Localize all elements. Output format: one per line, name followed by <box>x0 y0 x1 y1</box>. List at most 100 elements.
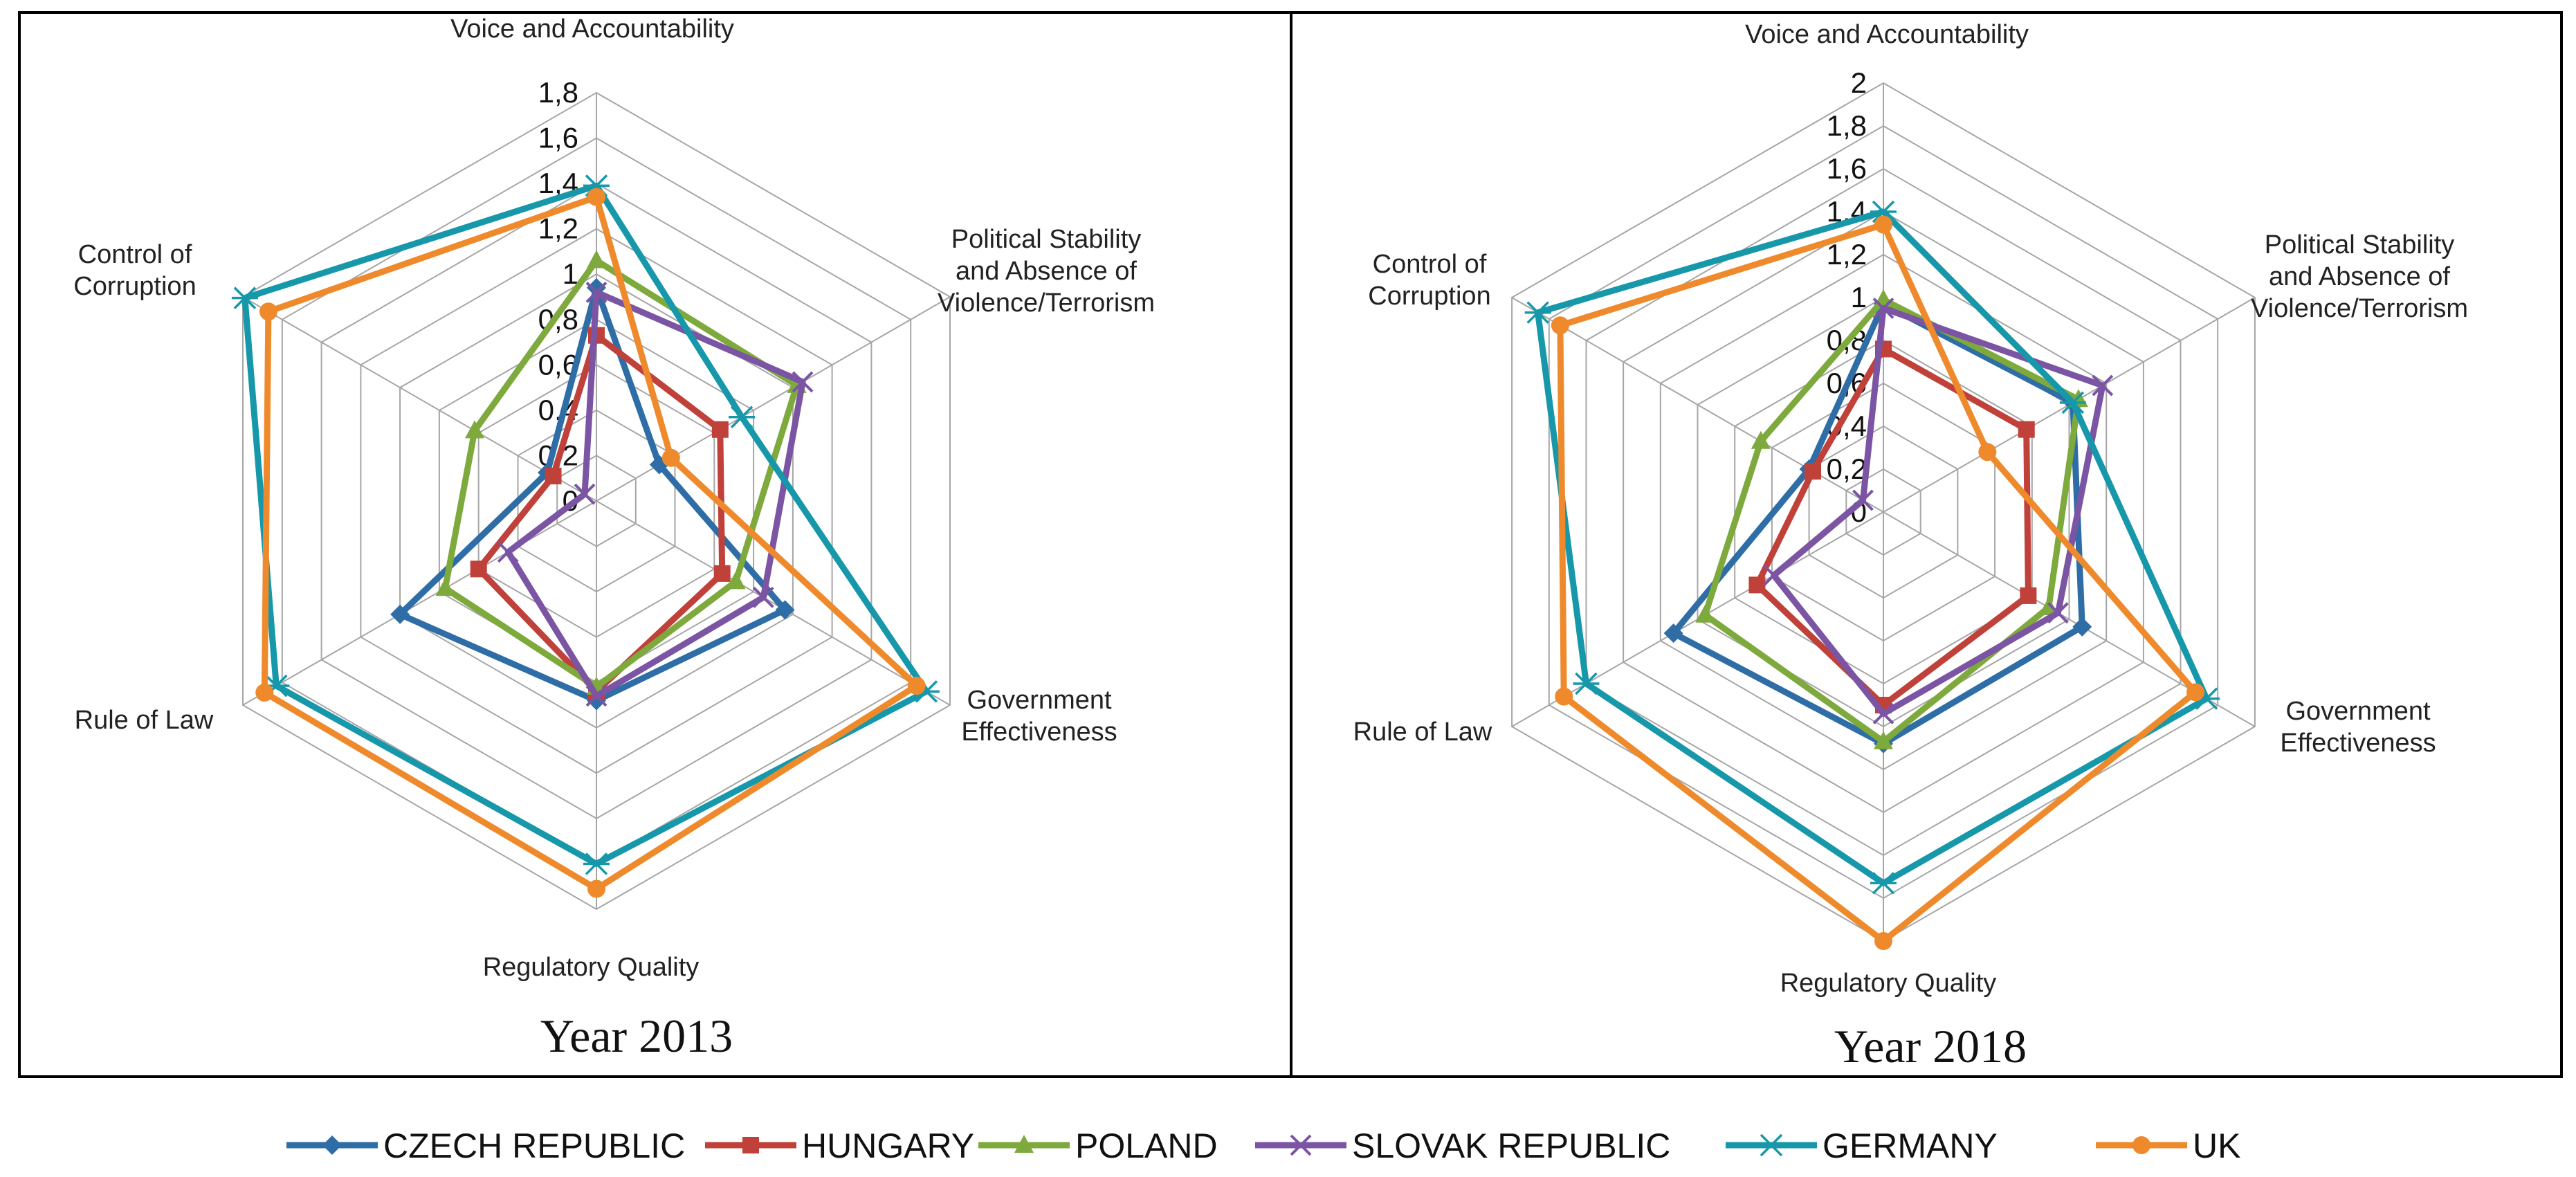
data-point-germany <box>1870 200 1897 223</box>
data-point-slovak-republic <box>792 371 814 393</box>
data-point-slovak-republic <box>497 541 519 563</box>
data-point-germany <box>729 405 756 428</box>
axis-label-control-of-corruption: Control of Corruption <box>73 240 196 301</box>
data-point-slovak-republic <box>1872 298 1894 319</box>
series-slovak-republic <box>1763 298 2114 724</box>
data-point-uk <box>1874 215 1892 234</box>
axis-labels: Voice and Accountability Political Stabil… <box>1353 20 2468 998</box>
series-line-hungary <box>475 332 726 695</box>
panel-2013-title: Year 2013 <box>540 1010 733 1062</box>
legend-item-poland: POLAND <box>978 1126 1218 1165</box>
data-point-slovak-republic <box>2047 602 2069 624</box>
data-point-poland <box>1874 289 1893 308</box>
data-point-slovak-republic <box>1852 489 1874 511</box>
data-point-poland <box>435 578 455 596</box>
axis-label-voice-and-accountability: Voice and Accountability <box>450 15 734 44</box>
radar-grid <box>242 91 951 911</box>
legend-marker-czech-republic <box>322 1135 342 1155</box>
series-uk <box>1551 215 2205 950</box>
tick-label: 1 <box>1851 281 1867 313</box>
tick-label: 0,2 <box>1827 453 1867 485</box>
chart-legend: CZECH REPUBLIC HUNGARY POLAND SLOVAK REPUBL… <box>286 1126 2240 1165</box>
data-point-germany <box>231 286 258 309</box>
data-point-slovak-republic <box>585 685 608 707</box>
legend-label-uk: UK <box>2193 1126 2240 1165</box>
data-point-uk <box>1551 316 1569 335</box>
legend-item-germany: GERMANY <box>1726 1126 1998 1165</box>
data-point-uk <box>255 683 274 702</box>
tick-label: 1,8 <box>1827 109 1867 142</box>
data-point-germany <box>583 852 610 875</box>
data-point-hungary <box>2020 587 2037 604</box>
panel-2018-title: Year 2018 <box>1834 1020 2027 1073</box>
data-point-uk <box>587 188 605 206</box>
data-point-poland <box>1751 430 1771 449</box>
tick-label: 2 <box>1851 66 1867 99</box>
legend-label-czech-republic: CZECH REPUBLIC <box>383 1126 685 1165</box>
data-point-czech-republic <box>1663 623 1683 644</box>
data-point-uk <box>1874 932 1892 950</box>
legend-marker-uk <box>2132 1136 2150 1154</box>
legend-item-slovak-republic: SLOVAK REPUBLIC <box>1255 1126 1670 1165</box>
tick-label: 1,6 <box>538 122 578 154</box>
data-point-uk <box>907 677 926 695</box>
data-point-czech-republic <box>2072 617 2092 637</box>
legend-item-uk: UK <box>2096 1126 2240 1165</box>
data-point-germany <box>1524 301 1551 324</box>
axis-label-voice-and-accountability: Voice and Accountability <box>1745 20 2029 49</box>
legend-label-slovak-republic: SLOVAK REPUBLIC <box>1352 1126 1670 1165</box>
tick-label: 1 <box>563 257 578 290</box>
axis-label-government-effectiveness: Government Effectiveness <box>2280 697 2436 758</box>
axis-labels: Voice and Accountability Political Stabil… <box>73 15 1155 982</box>
data-point-hungary <box>2018 421 2035 438</box>
legend-label-hungary: HUNGARY <box>802 1126 974 1165</box>
data-point-uk <box>1555 687 1573 706</box>
axis-label-political-stability-and-absence-of-violence-terrorism: Political Stability and Absence of Violenc… <box>938 225 1155 318</box>
data-point-poland <box>1695 604 1715 623</box>
data-point-uk <box>259 302 277 321</box>
data-point-uk <box>2186 683 2205 702</box>
legend-label-germany: GERMANY <box>1823 1126 1998 1165</box>
axis-label-control-of-corruption: Control of Corruption <box>1368 250 1490 311</box>
data-point-hungary <box>470 560 487 578</box>
series-line-poland <box>1701 296 2082 745</box>
data-point-slovak-republic <box>752 586 774 608</box>
series-hungary <box>1748 340 2037 713</box>
data-point-uk <box>587 879 605 898</box>
axis-spoke <box>242 500 597 706</box>
legend-item-czech-republic: CZECH REPUBLIC <box>286 1126 685 1165</box>
axis-spoke <box>242 296 597 502</box>
axis-label-rule-of-law: Rule of Law <box>75 706 214 735</box>
data-point-poland <box>1874 731 1893 749</box>
data-point-germany <box>1573 672 1600 695</box>
series-germany <box>231 174 940 875</box>
legend-item-hungary: HUNGARY <box>705 1126 974 1165</box>
data-point-poland <box>726 571 746 590</box>
panel-2018-frame <box>1290 11 2563 1078</box>
data-point-poland <box>587 250 606 268</box>
axis-label-political-stability-and-absence-of-violence-terrorism: Political Stability and Absence of Violenc… <box>2251 230 2468 323</box>
data-point-germany <box>2059 391 2086 414</box>
series-slovak-republic <box>497 282 814 707</box>
radial-tick-labels: 00,20,40,60,811,21,41,61,82 <box>1827 66 1867 528</box>
legend-label-poland: POLAND <box>1075 1126 1218 1165</box>
data-point-slovak-republic <box>574 483 596 505</box>
legend-marker-hungary <box>742 1137 759 1153</box>
data-point-poland <box>2038 596 2058 615</box>
data-point-czech-republic <box>775 600 795 620</box>
axis-spoke <box>596 500 951 706</box>
data-point-slovak-republic <box>585 282 608 303</box>
legend-marker-germany <box>1758 1133 1784 1157</box>
data-point-uk <box>1978 443 1997 462</box>
tick-label: 1,8 <box>538 76 578 109</box>
data-point-slovak-republic <box>1872 702 1894 724</box>
series-uk <box>255 188 926 898</box>
legend-marker-poland <box>1014 1135 1034 1153</box>
axis-label-government-effectiveness: Government Effectiveness <box>961 686 1117 747</box>
axis-label-regulatory-quality: Regulatory Quality <box>1780 969 1997 998</box>
axis-label-rule-of-law: Rule of Law <box>1353 718 1492 747</box>
data-point-slovak-republic <box>2092 374 2114 396</box>
